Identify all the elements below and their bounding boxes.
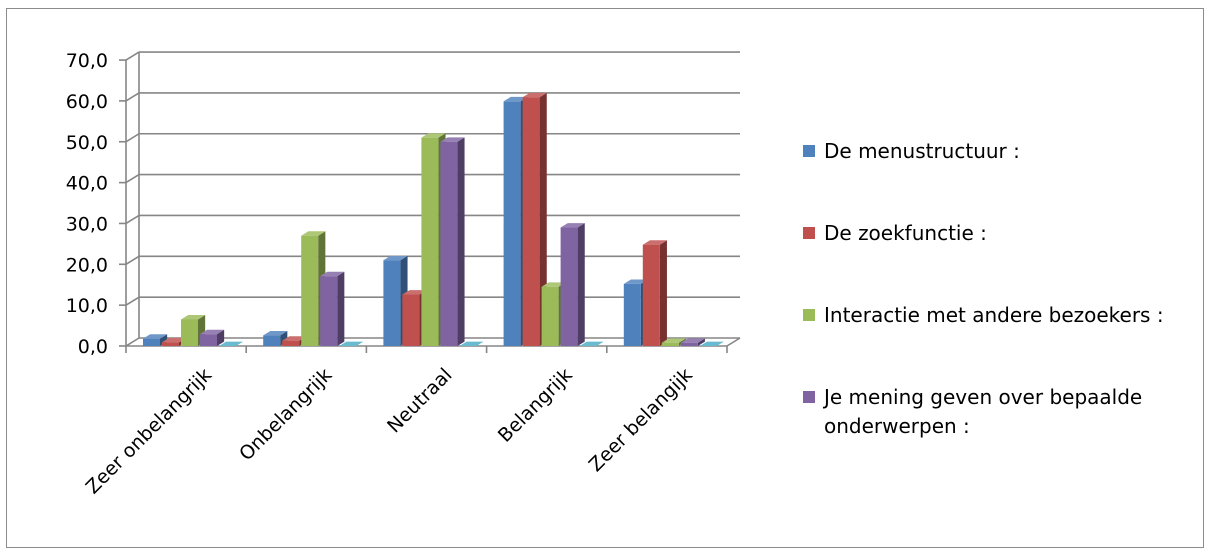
bar <box>181 315 206 346</box>
x-category-label: Belangrijk <box>494 364 577 447</box>
bar <box>560 223 585 346</box>
gridline-side <box>125 133 140 143</box>
bar <box>339 341 364 346</box>
chart-area <box>6 8 1204 548</box>
legend-label: Interactie met andere bezoekers : <box>824 303 1164 327</box>
bar <box>440 137 465 346</box>
legend-label: onderwerpen : <box>824 414 970 438</box>
y-tick-label: 60,0 <box>66 91 108 113</box>
bar <box>699 341 724 346</box>
legend-label: De menustructuur : <box>824 139 1020 163</box>
y-tick-label: 10,0 <box>66 295 108 317</box>
bar <box>320 271 345 346</box>
gridline-side <box>125 255 140 265</box>
x-category-label: Zeer belangijk <box>585 364 697 476</box>
legend-swatch <box>803 227 815 239</box>
y-tick-label: 70,0 <box>66 50 108 72</box>
gridline-side <box>125 51 140 61</box>
legend-label: Je mening geven over bepaalde <box>822 385 1142 409</box>
gridline-side <box>125 337 140 347</box>
gridline-side <box>125 214 140 225</box>
x-category-label: Neutraal <box>383 364 456 437</box>
bar <box>143 334 168 346</box>
bar <box>219 341 244 346</box>
gridline-side <box>125 92 140 102</box>
y-tick-label: 30,0 <box>66 213 108 235</box>
gridline-side <box>125 173 140 184</box>
y-tick-label: 40,0 <box>66 173 108 195</box>
bar <box>200 329 225 346</box>
legend-swatch <box>803 309 815 321</box>
bar <box>579 341 604 346</box>
y-tick-label: 20,0 <box>66 254 108 276</box>
x-category-label: Onbelangrijk <box>235 364 336 465</box>
bar <box>642 240 667 346</box>
floor-right-edge <box>726 337 741 347</box>
legend-swatch <box>803 145 815 157</box>
bar <box>522 92 547 346</box>
bar <box>680 338 705 346</box>
x-category-label: Zeer onbelangrijk <box>82 364 216 498</box>
legend-label: De zoekfunctie : <box>824 221 987 245</box>
y-tick-label: 0,0 <box>78 336 108 358</box>
bar <box>459 341 484 346</box>
y-tick-label: 50,0 <box>66 132 108 154</box>
legend-swatch <box>803 391 815 403</box>
gridline-side <box>125 296 140 306</box>
